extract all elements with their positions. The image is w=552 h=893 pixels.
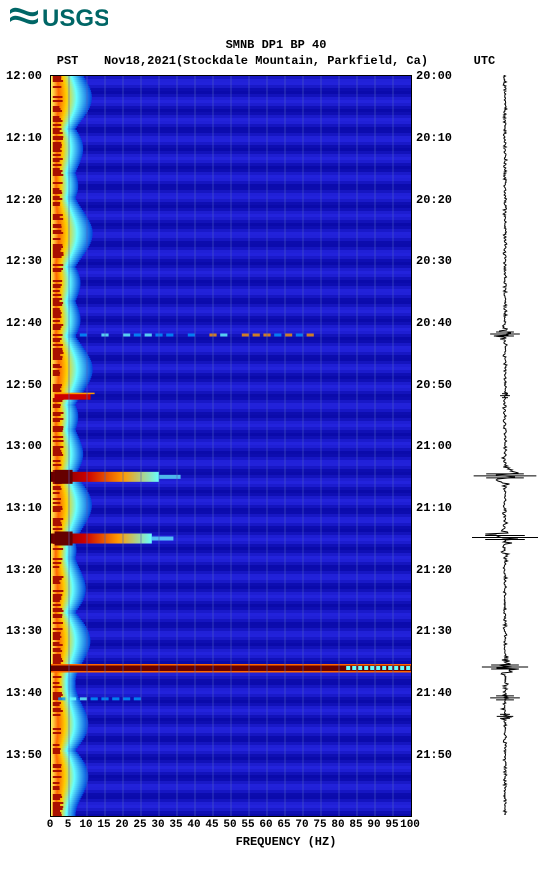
ytick-right: 21:10 <box>416 501 452 515</box>
ytick-left: 12:20 <box>6 193 42 207</box>
ytick-left: 12:30 <box>6 254 42 268</box>
ytick-right: 20:30 <box>416 254 452 268</box>
title-line1: SMNB DP1 BP 40 <box>0 38 552 54</box>
ytick-left: 13:50 <box>6 748 42 762</box>
ytick-right: 21:50 <box>416 748 452 762</box>
ytick-left: 13:10 <box>6 501 42 515</box>
ytick-left: 12:50 <box>6 378 42 392</box>
xtick: 30 <box>151 819 164 831</box>
xtick: 80 <box>331 819 344 831</box>
xtick: 85 <box>349 819 362 831</box>
xtick: 90 <box>367 819 380 831</box>
title-tz-right: UTC <box>435 54 495 70</box>
ytick-right: 20:20 <box>416 193 452 207</box>
usgs-logo: USGS <box>8 4 552 30</box>
xtick: 15 <box>97 819 110 831</box>
ytick-right: 21:00 <box>416 439 452 453</box>
ytick-right: 21:40 <box>416 686 452 700</box>
waveform-plot <box>470 75 540 815</box>
chart-area: 12:0012:1012:2012:3012:4012:5013:0013:10… <box>0 75 552 875</box>
xtick: 25 <box>133 819 146 831</box>
xtick: 55 <box>241 819 254 831</box>
ytick-right: 21:30 <box>416 624 452 638</box>
xtick: 45 <box>205 819 218 831</box>
xtick: 40 <box>187 819 200 831</box>
xtick: 35 <box>169 819 182 831</box>
chart-title: SMNB DP1 BP 40 PST Nov18,2021(Stockdale … <box>0 38 552 69</box>
ytick-left: 12:00 <box>6 69 42 83</box>
xtick: 70 <box>295 819 308 831</box>
ytick-left: 13:30 <box>6 624 42 638</box>
xtick: 65 <box>277 819 290 831</box>
xtick: 10 <box>79 819 92 831</box>
xtick: 60 <box>259 819 272 831</box>
title-date-station: Nov18,2021(Stockdale Mountain, Parkfield… <box>104 54 428 68</box>
ytick-left: 12:10 <box>6 131 42 145</box>
xtick: 0 <box>47 819 54 831</box>
ytick-left: 13:00 <box>6 439 42 453</box>
ytick-right: 20:50 <box>416 378 452 392</box>
ytick-left: 13:20 <box>6 563 42 577</box>
ytick-left: 13:40 <box>6 686 42 700</box>
xtick: 50 <box>223 819 236 831</box>
x-axis-label: FREQUENCY (HZ) <box>0 835 552 849</box>
xtick: 20 <box>115 819 128 831</box>
x-axis-ticks: 0510152025303540455055606570758085909510… <box>50 819 410 833</box>
svg-text:USGS: USGS <box>42 5 108 30</box>
xtick: 5 <box>65 819 72 831</box>
xtick: 100 <box>400 819 420 831</box>
spectrogram-plot <box>50 75 412 817</box>
ytick-left: 12:40 <box>6 316 42 330</box>
title-tz-left: PST <box>57 54 97 70</box>
ytick-right: 20:00 <box>416 69 452 83</box>
xtick: 95 <box>385 819 398 831</box>
ytick-right: 20:40 <box>416 316 452 330</box>
ytick-right: 21:20 <box>416 563 452 577</box>
ytick-right: 20:10 <box>416 131 452 145</box>
xtick: 75 <box>313 819 326 831</box>
